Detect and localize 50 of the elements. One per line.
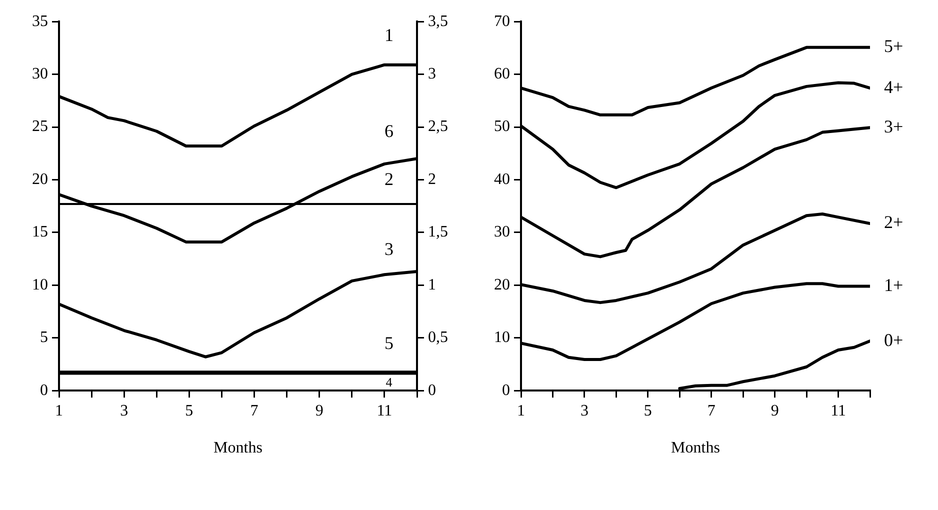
x-axis-title: Months [671,440,720,457]
x-axis-title: Months [214,440,262,457]
y-tick-label: 50 [494,118,510,136]
annotation: 6 [384,121,394,142]
y-tick-label: 70 [494,12,510,30]
y-tick-label: 15 [32,224,48,241]
y-tick-label: 40 [494,170,510,188]
y2-tick-label: 1,5 [428,224,448,241]
x-tick-label: 7 [707,402,716,420]
y-tick-label: 5 [40,329,48,346]
y-tick-label: 10 [32,276,48,294]
annotation: 5 [384,333,394,354]
y2-tick-label: 0,5 [428,329,448,346]
x-tick-label: 1 [517,402,525,420]
series-label: 5+ [884,36,904,56]
y-tick-label: 10 [494,329,510,346]
series-label: 0+ [884,330,904,350]
x-tick-label: 11 [830,402,846,420]
x-tick-label: 9 [770,402,779,420]
x-tick-label: 3 [120,402,128,420]
y-tick-label: 60 [494,66,510,83]
y-tick-label: 30 [494,224,510,241]
x-tick-label: 3 [580,402,588,420]
y2-tick-label: 1 [428,276,436,294]
y-tick-label: 35 [32,12,48,30]
y-tick-label: 20 [32,170,48,188]
annotation: 4 [386,374,393,390]
x-tick-label: 7 [250,402,258,420]
x-tick-label: 5 [644,402,652,420]
x-tick-label: 11 [376,402,392,420]
y2-tick-label: 2,5 [428,118,448,136]
y-tick-label: 30 [32,66,48,83]
annotation: 1 [384,25,394,46]
series-label: 4+ [884,76,904,97]
annotation: 3 [384,239,394,260]
y-tick-label: 20 [494,276,510,294]
x-tick-label: 5 [185,402,194,420]
y2-tick-label: 3,5 [428,12,448,30]
series-label: 3+ [884,116,904,136]
y2-tick-label: 0 [428,382,436,399]
series-label: 2+ [884,212,904,232]
annotation: 2 [384,169,394,190]
series-label: 1+ [884,274,904,295]
y-tick-label: 0 [40,382,48,399]
y2-tick-label: 2 [428,170,436,188]
x-tick-label: 9 [315,402,324,420]
y-tick-label: 0 [502,382,510,399]
y2-tick-label: 3 [428,66,436,83]
x-tick-label: 1 [55,402,63,420]
y-tick-label: 25 [32,118,48,136]
